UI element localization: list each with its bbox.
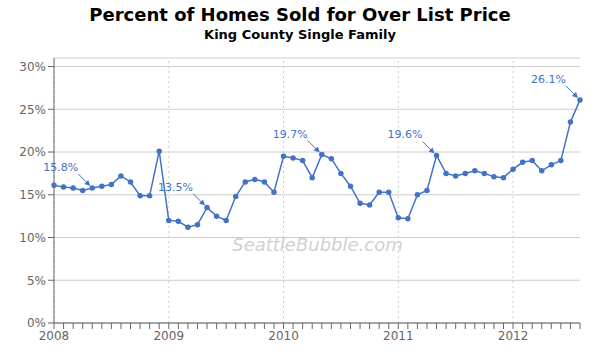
svg-text:25%: 25% [19,103,46,117]
html-text:SeattleBubble.com: SeattleBubble.com [232,234,403,255]
svg-text:10%: 10% [19,231,46,245]
svg-text:2011: 2011 [383,329,414,343]
svg-text:2010: 2010 [268,329,299,343]
svg-text:2009: 2009 [153,329,184,343]
html-text:King County Single Family: King County Single Family [204,27,396,42]
svg-text:2012: 2012 [498,329,529,343]
svg-text:20%: 20% [19,145,46,159]
svg-text:30%: 30% [19,60,46,74]
svg-text:13.5%: 13.5% [158,181,193,194]
svg-text:15.8%: 15.8% [43,161,78,174]
svg-text:5%: 5% [27,274,46,288]
html-text:Percent of Homes Sold for Over: Percent of Homes Sold for Over List Pric… [89,4,511,25]
svg-text:0%: 0% [27,316,46,330]
svg-text:2008: 2008 [39,329,70,343]
svg-text:19.7%: 19.7% [273,128,308,141]
svg-text:19.6%: 19.6% [388,128,423,141]
svg-text:26.1%: 26.1% [531,73,566,86]
svg-text:15%: 15% [19,188,46,202]
